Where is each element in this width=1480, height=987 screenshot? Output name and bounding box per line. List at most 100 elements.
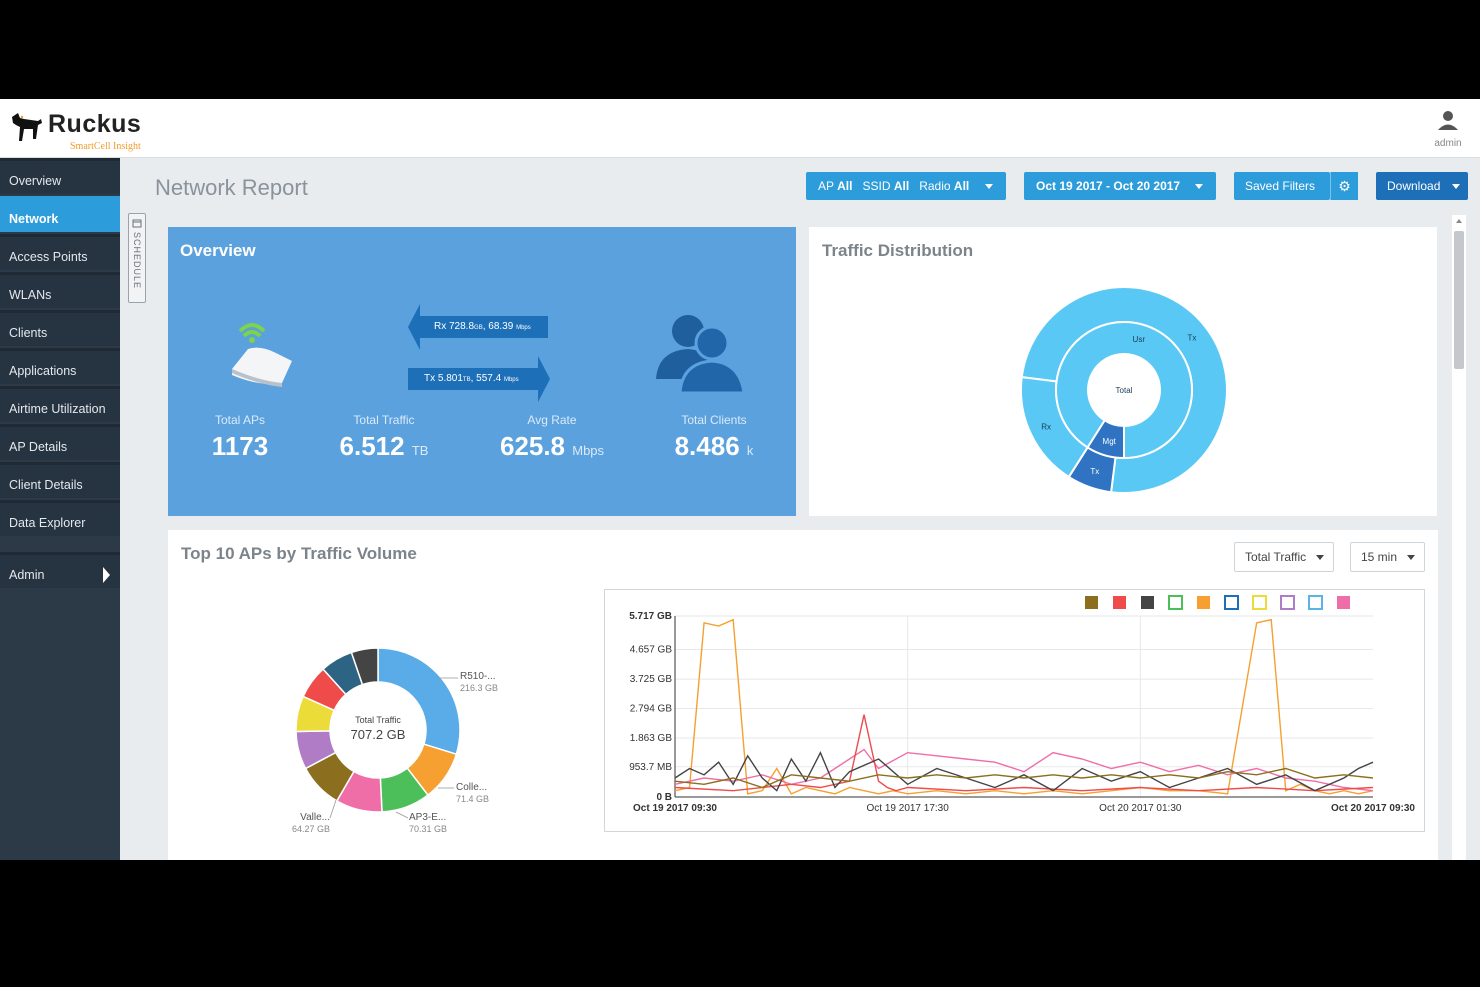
- rx-rate: , 68.39: [482, 321, 514, 332]
- download-button[interactable]: Download: [1376, 172, 1468, 200]
- rx-value: Rx 728.8: [434, 321, 475, 332]
- traffic-sunburst-chart[interactable]: Tx Tx Rx Usr Mgt Total: [1019, 285, 1229, 495]
- sunburst-center-label: Total: [1116, 386, 1133, 395]
- scroll-up-icon[interactable]: [1456, 219, 1462, 223]
- series-line[interactable]: [674, 714, 1374, 792]
- schedule-label: SCHEDULE: [132, 232, 142, 290]
- interval-dropdown[interactable]: 15 min: [1350, 542, 1425, 572]
- total-aps-label: Total APs: [214, 413, 266, 427]
- rx-rate-unit: Mbps: [516, 325, 531, 331]
- sidebar-item-ap-details[interactable]: AP Details: [0, 424, 120, 460]
- sunburst-inner-segment[interactable]: [1086, 419, 1125, 460]
- series-line[interactable]: [674, 751, 1374, 792]
- clients-icon: [656, 315, 746, 393]
- legend-swatch[interactable]: [1252, 595, 1267, 610]
- total-traffic-value: 6.512 TB: [304, 431, 464, 462]
- sunburst-inner-segment[interactable]: [1055, 321, 1193, 460]
- metric-dropdown[interactable]: Total Traffic: [1234, 542, 1334, 572]
- legend-swatch[interactable]: [1141, 596, 1154, 609]
- schedule-tab[interactable]: SCHEDULE: [128, 213, 146, 303]
- ruckus-logo[interactable]: Ruckus SmartCell Insight: [8, 105, 158, 155]
- page-title: Network Report: [155, 175, 308, 200]
- sidebar-item-wlans[interactable]: WLANs: [0, 272, 120, 308]
- sunburst-outer-label: Rx: [1041, 423, 1051, 432]
- sidebar: Overview Network Access Points WLANs Cli…: [0, 158, 120, 860]
- gear-icon[interactable]: ⚙: [1330, 172, 1358, 200]
- series-line[interactable]: [674, 767, 1374, 789]
- sidebar-item-applications[interactable]: Applications: [0, 348, 120, 384]
- avg-rate-label: Avg Rate: [527, 413, 577, 427]
- radio-filter-value: All: [953, 179, 970, 193]
- donut-callout-value: 216.3 GB: [460, 683, 498, 693]
- donut-slice[interactable]: [377, 647, 461, 756]
- donut-callout-value: 70.31 GB: [409, 824, 447, 834]
- chevron-down-icon: [1316, 555, 1325, 561]
- x-tick-label: Oct 19 2017 17:30: [867, 803, 950, 814]
- donut-callout-name: Valle...: [300, 812, 330, 823]
- user-menu[interactable]: admin: [1428, 109, 1468, 149]
- avg-rate-number: 625.8: [499, 431, 566, 461]
- left-arrowhead-icon: [408, 304, 420, 350]
- saved-filters-button[interactable]: Saved Filters: [1234, 172, 1330, 200]
- donut-slice[interactable]: [350, 647, 379, 686]
- chevron-down-icon: [1195, 184, 1204, 190]
- sunburst-center: [1090, 356, 1158, 424]
- legend-swatch[interactable]: [1085, 596, 1098, 609]
- chevron-down-icon: [1407, 555, 1416, 561]
- sunburst-outer-label: Tx: [1090, 467, 1099, 476]
- tx-arrow: Tx 5.801TB, 557.4 Mbps: [408, 368, 538, 390]
- tx-rate: , 557.4: [470, 373, 502, 384]
- overview-card: Overview Rx 728.8GB, 68.39 Mbps Tx 5.801…: [168, 227, 796, 516]
- traffic-distribution-card: Traffic Distribution Tx Tx Rx Usr Mgt Total: [809, 227, 1437, 516]
- sidebar-item-airtime-utilization[interactable]: Airtime Utilization: [0, 386, 120, 422]
- total-aps-number: 1173: [211, 431, 269, 461]
- sidebar-item-clients[interactable]: Clients: [0, 310, 120, 346]
- y-tick-label: 953.7 MB: [629, 762, 672, 773]
- metric-dropdown-value: Total Traffic: [1245, 550, 1307, 564]
- user-icon: [1438, 111, 1458, 130]
- legend-swatch[interactable]: [1337, 596, 1350, 609]
- y-tick-label: 5.717 GB: [629, 611, 672, 622]
- sidebar-item-data-explorer[interactable]: Data Explorer: [0, 500, 120, 536]
- y-tick-label: 0 B: [656, 792, 672, 803]
- donut-callout-line: [329, 799, 337, 819]
- sidebar-item-admin[interactable]: Admin: [0, 552, 120, 588]
- chevron-down-icon: [1451, 184, 1460, 190]
- traffic-line-chart[interactable]: 5.717 GB 4.657 GB 3.725 GB 2.794 GB 1.863 GB…: [605, 590, 1424, 831]
- ap-filter-value: All: [837, 179, 853, 193]
- chevron-right-icon: [103, 567, 110, 583]
- calendar-icon: [132, 219, 142, 228]
- y-tick-label: 1.863 GB: [630, 733, 673, 744]
- page-scrollbar[interactable]: [1452, 215, 1466, 860]
- download-label: Download: [1387, 179, 1441, 193]
- sunburst-inner-label: Mgt: [1103, 437, 1117, 446]
- donut-center-value: 707.2 GB: [351, 727, 406, 742]
- top10-title: Top 10 APs by Traffic Volume: [181, 544, 417, 563]
- rx-arrow: Rx 728.8GB, 68.39 Mbps: [418, 316, 548, 338]
- series-line[interactable]: [674, 748, 1374, 792]
- legend-swatch[interactable]: [1308, 595, 1323, 610]
- sidebar-item-overview[interactable]: Overview: [0, 158, 120, 194]
- sidebar-item-client-details[interactable]: Client Details: [0, 462, 120, 498]
- donut-callout-value: 64.27 GB: [292, 824, 330, 834]
- legend-swatch[interactable]: [1168, 595, 1183, 610]
- sidebar-item-access-points[interactable]: Access Points: [0, 234, 120, 270]
- tx-unit: TB: [462, 377, 471, 383]
- legend-swatch[interactable]: [1197, 596, 1210, 609]
- avg-rate-unit: Mbps: [572, 443, 605, 458]
- legend-swatch[interactable]: [1224, 595, 1239, 610]
- date-range-picker[interactable]: Oct 19 2017 - Oct 20 2017: [1024, 172, 1216, 200]
- interval-dropdown-value: 15 min: [1361, 550, 1398, 564]
- top10-donut-chart[interactable]: Total Traffic 707.2 GB R510-...216.3 GB Col…: [278, 600, 578, 850]
- ap-ssid-radio-filter[interactable]: AP All SSID All Radio All: [806, 172, 1006, 200]
- series-line[interactable]: [674, 618, 1374, 795]
- total-traffic-label: Total Traffic: [353, 413, 415, 427]
- app-window: Ruckus SmartCell Insight admin Overview …: [0, 99, 1480, 860]
- date-range-value: Oct 19 2017 - Oct 20 2017: [1036, 179, 1181, 193]
- legend-swatch[interactable]: [1280, 595, 1295, 610]
- scrollbar-thumb[interactable]: [1454, 231, 1464, 369]
- legend-swatch[interactable]: [1113, 596, 1126, 609]
- x-tick-label: Oct 20 2017 09:30: [1331, 803, 1415, 814]
- sidebar-item-network[interactable]: Network: [0, 196, 120, 232]
- top-header: Ruckus SmartCell Insight admin: [0, 99, 1480, 158]
